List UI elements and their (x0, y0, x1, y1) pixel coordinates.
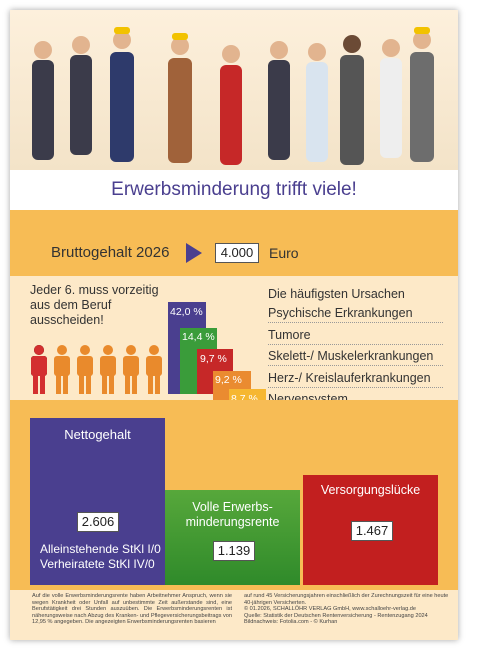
footer-note: Auf die volle Erwerbsminderungsrente hab… (32, 593, 232, 626)
arrow (186, 243, 202, 263)
comparison-band: Nettogehalt 2.606 Alleinstehende StKl I/… (10, 400, 458, 590)
causes-heading: Die häufigsten Ursachen (268, 287, 405, 301)
cause-label: Psychische Erkrankungen (268, 304, 443, 323)
footer-credits: auf rund 45 Versicherungsjahren einschli… (244, 593, 449, 626)
cause-value: 14,4 % (182, 331, 215, 343)
pension-title: minderungsrente (185, 515, 280, 529)
photo (10, 10, 458, 170)
pension-title: Volle Erwerbs- (192, 500, 273, 514)
footer-line: Bildnachweis: Fotolia.com - © Kurhan (244, 619, 338, 626)
gap-amount: 1.467 (351, 521, 393, 541)
pension-bar: Volle Erwerbs- minderungsrente 1.139 (165, 490, 300, 585)
people-icons (31, 345, 162, 394)
causes-band: Jeder 6. muss vorzeitig aus dem Beruf au… (10, 276, 458, 406)
title: Erwerbsminderung trifft viele! (111, 179, 357, 200)
footer-line: auf rund 45 Versicherungsjahren einschli… (244, 593, 449, 606)
cause-value: 42,0 % (170, 306, 203, 318)
cause-bar (229, 389, 266, 400)
salary-amount: 4.000 (215, 243, 259, 263)
infographic: Erwerbsminderung trifft viele! Bruttogeh… (10, 10, 458, 640)
net-note: Alleinstehende StKl I/0 (40, 542, 161, 556)
gap-title: Versorgungslücke (320, 483, 421, 497)
cause-label: Tumore (268, 326, 443, 345)
gap-bar: Versorgungslücke 1.467 (303, 475, 438, 585)
cause-value: 9,2 % (215, 374, 242, 386)
title-band: Erwerbsminderung trifft viele! (10, 170, 458, 210)
people (32, 27, 434, 165)
pension-amount: 1.139 (213, 541, 255, 561)
net-bar: Nettogehalt 2.606 Alleinstehende StKl I/… (30, 418, 165, 585)
cause-label: Herz-/ Kreislauferkrankungen (268, 369, 443, 388)
net-note: Verheiratete StKl IV/0 (40, 557, 155, 571)
footer-line: © 01.2026, SCHALLÖHR VERLAG GmbH, www.sc… (244, 606, 417, 613)
cause-label: Skelett-/ Muskelerkrankungen (268, 347, 443, 366)
net-title: Nettogehalt (64, 427, 131, 442)
footer-line: Quelle: Statistik der Deutschen Rentenve… (244, 612, 428, 619)
salary-unit: Euro (269, 245, 299, 261)
salary-label: Bruttogehalt 2026 (51, 244, 170, 261)
net-amount: 2.606 (77, 512, 119, 532)
causes-intro: Jeder 6. muss vorzeitig aus dem Beruf au… (30, 283, 159, 327)
cause-value: 9,7 % (200, 353, 227, 365)
salary-band: Bruttogehalt 2026 4.000 Euro (10, 210, 458, 276)
